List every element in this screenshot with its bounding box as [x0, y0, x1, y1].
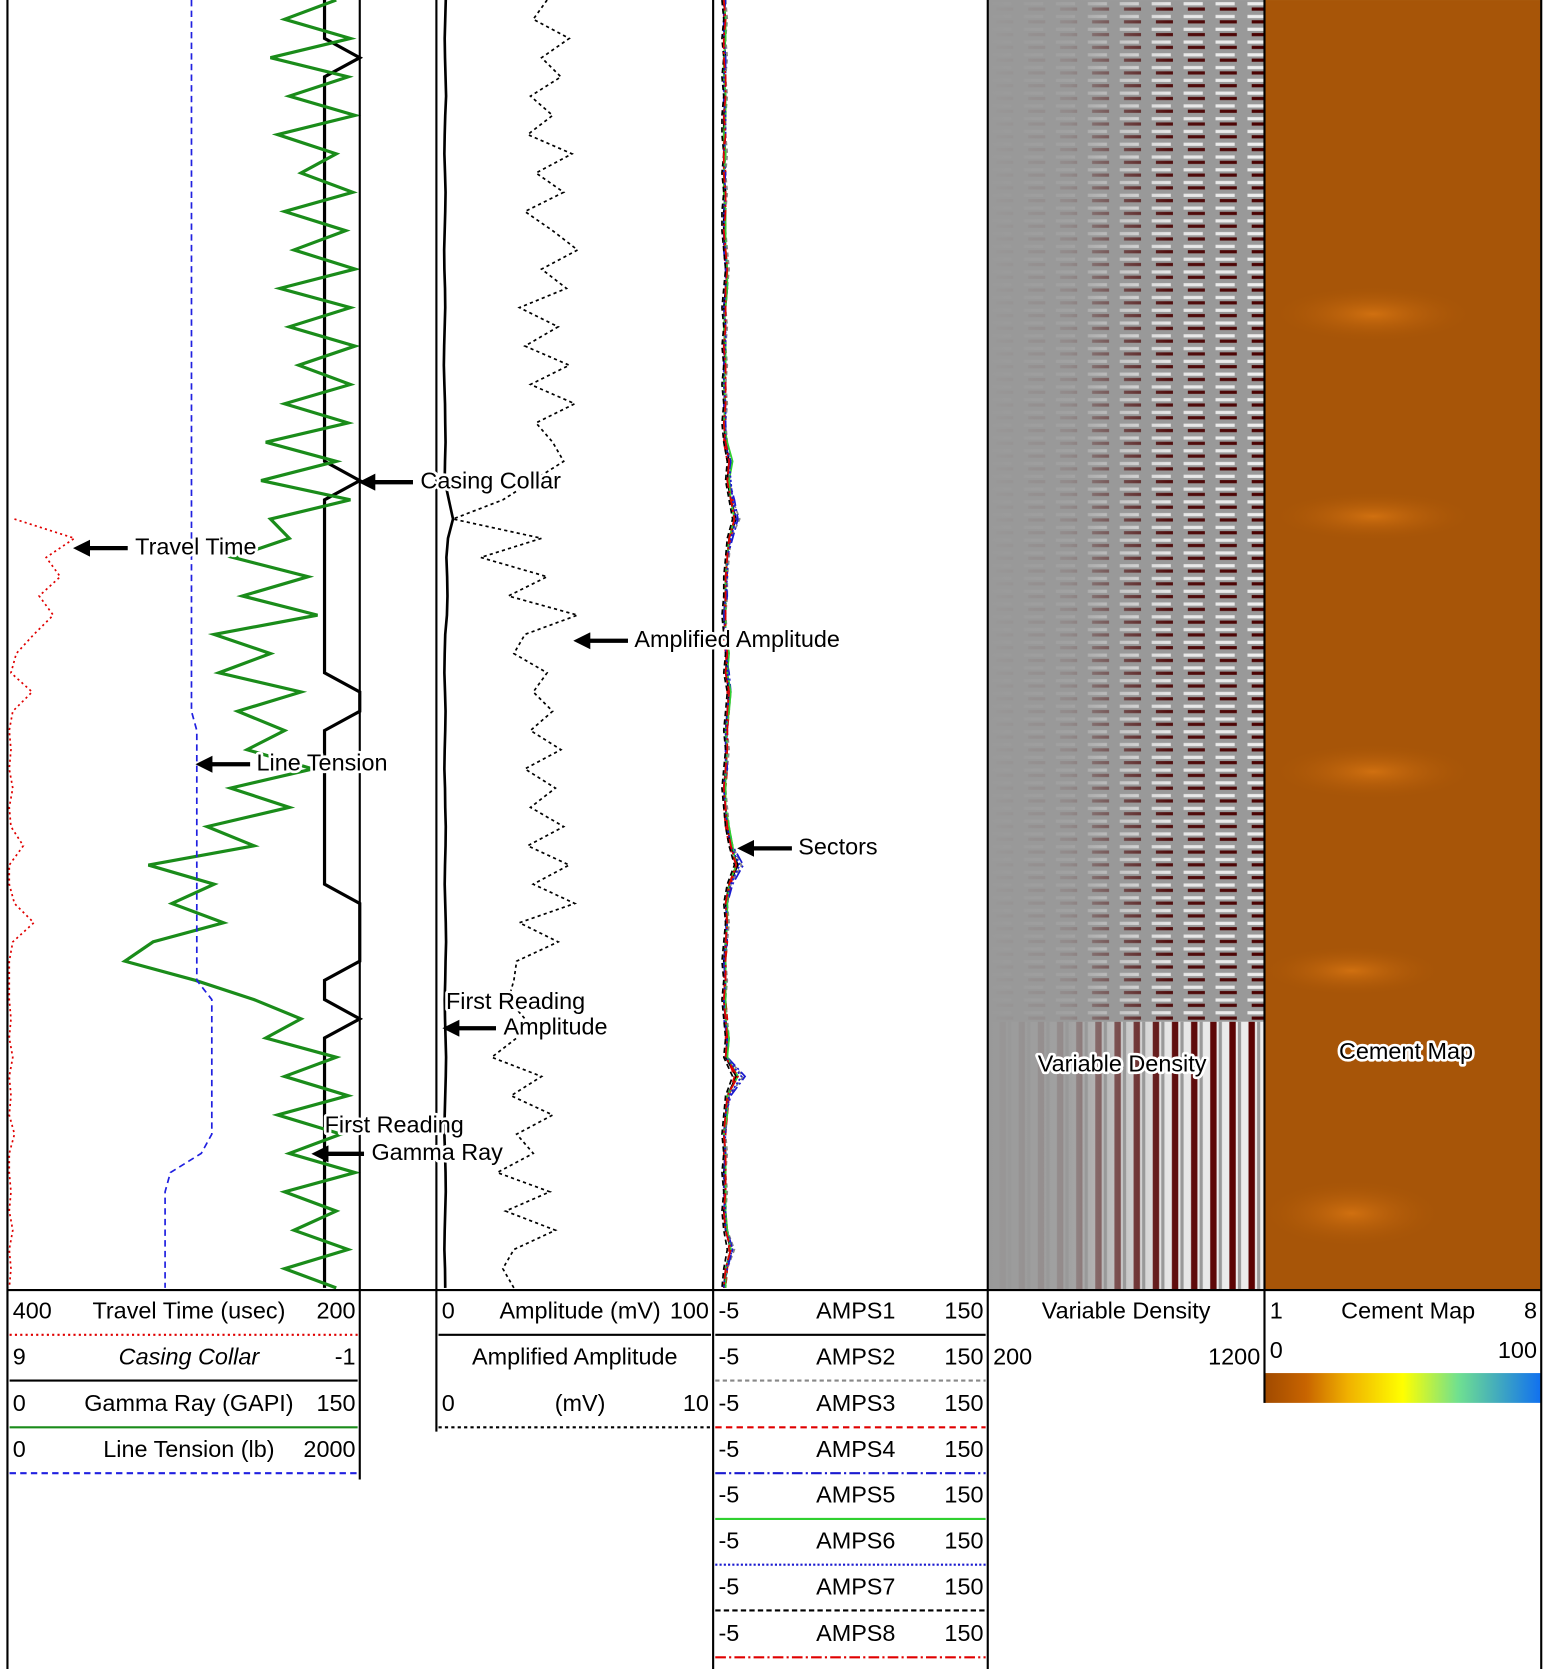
curve-name: AMPS6: [816, 1528, 895, 1554]
annotation: Casing Collar: [420, 467, 561, 493]
curve-name: Variable Density: [1042, 1298, 1211, 1324]
curve: [322, 0, 364, 1288]
curve: [450, 0, 581, 1289]
scale-right: 1200: [1208, 1343, 1260, 1369]
cement-map-image: [1264, 0, 1542, 1291]
scale-right: 2000: [303, 1436, 355, 1462]
scale-left: -5: [718, 1528, 739, 1554]
scale-right: 150: [316, 1390, 355, 1416]
scale-left: -5: [718, 1573, 739, 1599]
curve-name: Travel Time (usec): [92, 1298, 285, 1324]
scale-left: 0: [13, 1390, 26, 1416]
curve-name: AMPS5: [816, 1482, 895, 1508]
scale-left: 1: [1270, 1298, 1283, 1324]
scale-right: 150: [944, 1343, 983, 1369]
scale-right: 100: [670, 1298, 709, 1324]
curve: [8, 518, 77, 1289]
annotation: Travel Time: [135, 533, 256, 559]
curve-name: Casing Collar: [119, 1343, 261, 1369]
scale-right: 8: [1524, 1298, 1537, 1324]
curve-name: Amplified Amplitude: [472, 1343, 678, 1369]
scale-right: 150: [944, 1298, 983, 1324]
curve-name: AMPS7: [816, 1573, 895, 1599]
curve: [164, 0, 213, 1288]
scale-left: 0: [442, 1298, 455, 1324]
color-bar: [1264, 1373, 1542, 1403]
frame: [6, 0, 1543, 1669]
scale-left: -5: [718, 1436, 739, 1462]
curve-name: Gamma Ray (GAPI): [84, 1390, 293, 1416]
curve-name: AMPS4: [816, 1436, 895, 1462]
curve: [722, 0, 739, 1289]
scale-left: 0: [1270, 1337, 1283, 1363]
scale-right: 150: [944, 1573, 983, 1599]
vdl-image: [987, 0, 1265, 1291]
annotations: Variable Density Cement Map Travel Time Cas…: [73, 465, 1476, 1168]
track-label: Variable Density: [1038, 1051, 1207, 1077]
scale-right: 150: [944, 1390, 983, 1416]
annotation: Amplified Amplitude: [634, 626, 840, 652]
scale-left: 0: [442, 1390, 455, 1416]
annotation: Amplitude: [503, 1013, 607, 1039]
scale-left: 400: [13, 1298, 52, 1324]
curve-name: AMPS3: [816, 1390, 895, 1416]
scale-right: 150: [944, 1528, 983, 1554]
scale-left: -5: [718, 1298, 739, 1324]
scale-left: 200: [993, 1343, 1032, 1369]
scale-left: -5: [718, 1482, 739, 1508]
annotation: Sectors: [798, 834, 877, 860]
scale-left: 9: [13, 1343, 26, 1369]
curve-name: Cement Map: [1341, 1298, 1475, 1324]
scale-right: 150: [944, 1482, 983, 1508]
annotation: Line Tension: [257, 749, 388, 775]
track-label: Cement Map: [1339, 1038, 1473, 1064]
scale-right: 10: [683, 1390, 709, 1416]
curve-name: Amplitude (mV): [499, 1298, 660, 1324]
curve-name: AMPS2: [816, 1343, 895, 1369]
annotation: First Reading: [446, 988, 585, 1014]
curve: [442, 0, 455, 1288]
scale-left: -5: [718, 1343, 739, 1369]
curves: [8, 0, 747, 1290]
curve: [721, 0, 736, 1289]
curve-name: Line Tension (lb): [103, 1436, 274, 1462]
annotation: First Reading: [325, 1111, 464, 1137]
scale-right: 100: [1498, 1337, 1537, 1363]
scale-right: 150: [944, 1620, 983, 1646]
annotation: Gamma Ray: [371, 1139, 503, 1165]
scale-right: 150: [944, 1436, 983, 1462]
curve: [722, 0, 743, 1289]
scale-right: -1: [335, 1343, 356, 1369]
curve-name: AMPS1: [816, 1298, 895, 1324]
scale-left: -5: [718, 1620, 739, 1646]
scale-left: -5: [718, 1390, 739, 1416]
scale-right: 200: [316, 1298, 355, 1324]
headers: 400 Travel Time (usec) 200 9 Casing Collar -1…: [9, 1298, 1537, 1659]
curve-name: (mV): [555, 1390, 606, 1416]
scale-left: 0: [13, 1436, 26, 1462]
curve-name: AMPS8: [816, 1620, 895, 1646]
curve: [121, 0, 362, 1290]
